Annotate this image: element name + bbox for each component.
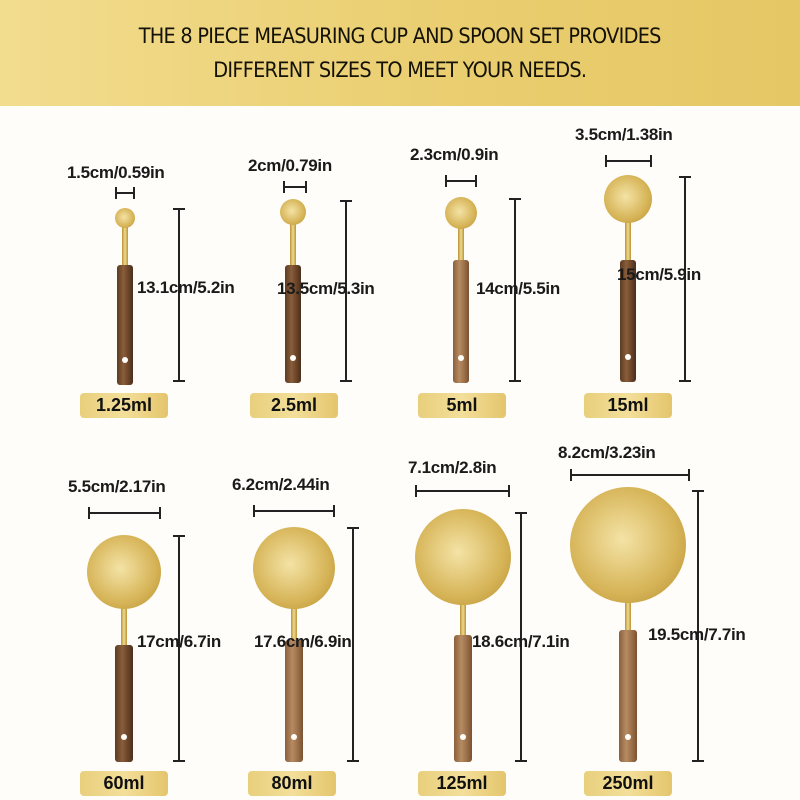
length-label: 18.6cm/7.1in [472,632,570,651]
cup-bowl [87,535,161,609]
hanging-hole [290,355,296,361]
length-dimension-line [692,490,704,762]
width-dimension-line [88,507,161,519]
cup-bowl [415,509,511,605]
length-label: 15cm/5.9in [617,265,701,284]
spoon-bowl [445,197,477,229]
width-label: 1.5cm/0.59in [67,163,165,182]
length-label: 13.1cm/5.2in [137,278,235,297]
width-dimension-line [283,181,307,193]
capacity-badge: 1.25ml [80,393,168,418]
length-dimension-line [340,200,352,382]
wooden-handle [453,260,469,383]
length-dimension-line [679,176,691,382]
hanging-hole [122,357,128,363]
width-label: 6.2cm/2.44in [232,475,330,494]
width-dimension-line [445,175,477,187]
capacity-badge: 5ml [418,393,506,418]
length-dimension-line [173,535,185,762]
hanging-hole [458,355,464,361]
stem [122,218,128,265]
length-dimension-line [515,512,527,762]
hanging-hole [291,734,297,740]
headline-banner: THE 8 PIECE MEASURING CUP AND SPOON SET … [0,0,800,106]
wooden-handle [115,645,133,762]
length-label: 13.5cm/5.3in [277,279,375,298]
capacity-badge: 125ml [418,771,506,796]
width-label: 7.1cm/2.8in [408,458,497,477]
capacity-badge: 250ml [584,771,672,796]
capacity-badge: 80ml [248,771,336,796]
wooden-handle [454,635,472,762]
length-label: 19.5cm/7.7in [648,625,746,644]
spoon-bowl [280,199,306,225]
capacity-badge: 2.5ml [250,393,338,418]
stem [290,212,296,265]
length-dimension-line [173,208,185,382]
width-label: 3.5cm/1.38in [575,125,673,144]
hanging-hole [460,734,466,740]
headline-line-1: THE 8 PIECE MEASURING CUP AND SPOON SET … [138,24,662,48]
width-label: 2.3cm/0.9in [410,145,499,164]
hanging-hole [121,734,127,740]
wooden-handle [619,630,637,762]
headline-line-2: DIFFERENT SIZES TO MEET YOUR NEEDS. [213,58,587,82]
width-dimension-line [605,155,652,167]
wooden-handle [285,265,301,383]
width-dimension-line [253,505,335,517]
width-dimension-line [115,187,135,199]
width-dimension-line [415,485,510,497]
hanging-hole [625,354,631,360]
length-dimension-line [509,198,521,382]
width-dimension-line [570,469,690,481]
spoon-bowl [115,208,135,228]
width-label: 8.2cm/3.23in [558,443,656,462]
width-label: 2cm/0.79in [248,156,332,175]
length-label: 14cm/5.5in [476,279,560,298]
wooden-handle [117,265,133,385]
cup-bowl [253,527,335,609]
cup-bowl [570,487,686,603]
length-label: 17.6cm/6.9in [254,632,352,651]
length-label: 17cm/6.7in [137,632,221,651]
stem [458,213,464,260]
wooden-handle [285,640,303,762]
wooden-handle [620,260,636,382]
width-label: 5.5cm/2.17in [68,477,166,496]
capacity-badge: 60ml [80,771,168,796]
capacity-badge: 15ml [584,393,672,418]
stem [625,199,631,260]
spoon-bowl [604,175,652,223]
length-dimension-line [347,527,359,762]
hanging-hole [625,734,631,740]
